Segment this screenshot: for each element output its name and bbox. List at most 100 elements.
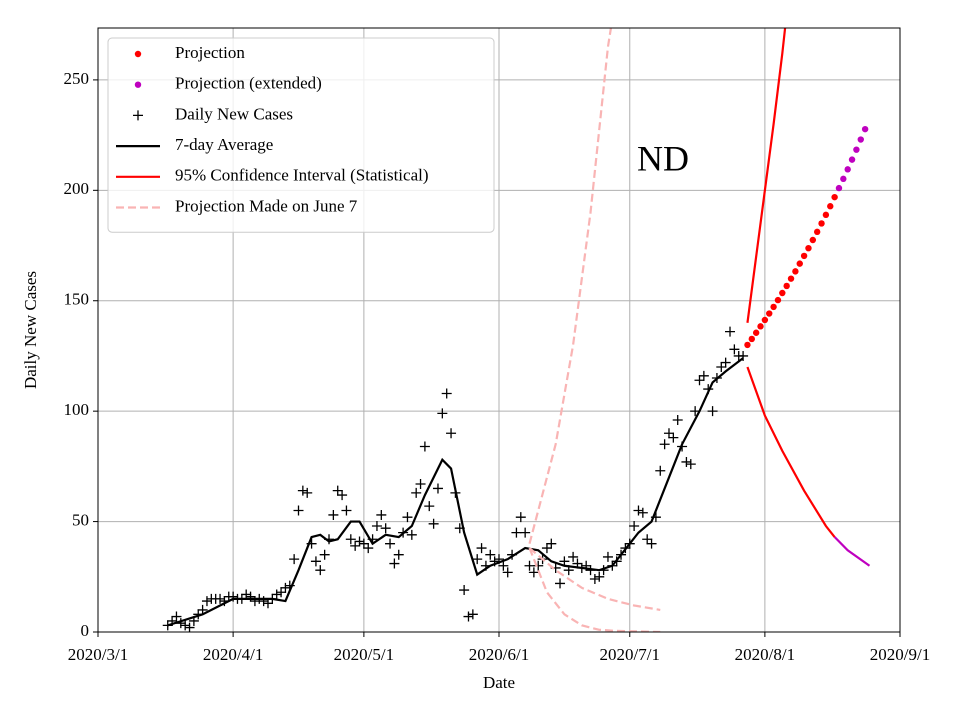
case-marker (681, 456, 692, 467)
case-marker (602, 551, 613, 562)
case-marker (498, 560, 509, 571)
case-marker (642, 534, 653, 545)
case-marker (646, 538, 657, 549)
projection-point (809, 236, 817, 244)
case-marker (541, 543, 552, 554)
case-marker (332, 485, 343, 496)
legend-swatch (134, 81, 142, 88)
projection-point (792, 268, 799, 275)
projection-point (853, 146, 860, 153)
case-marker (389, 558, 400, 569)
case-marker (276, 587, 287, 598)
case-marker (171, 611, 182, 622)
projection-point (787, 275, 795, 282)
case-marker (720, 357, 731, 368)
case-marker (328, 509, 339, 520)
projection-point (796, 260, 803, 267)
case-marker (633, 505, 644, 516)
case-marker (201, 596, 212, 607)
case-marker (568, 551, 579, 562)
projection-point (844, 166, 851, 173)
case-marker (380, 523, 391, 534)
case-marker (533, 560, 544, 571)
series-line (833, 536, 871, 567)
case-marker (446, 428, 457, 439)
x-tick-label: 2020/3/1 (68, 645, 128, 664)
case-marker (428, 518, 439, 529)
case-marker (524, 560, 535, 571)
case-marker (659, 439, 670, 450)
case-marker (485, 549, 496, 560)
projection-point (779, 289, 786, 297)
case-marker (520, 527, 531, 538)
case-marker (546, 538, 557, 549)
case-marker (502, 567, 513, 578)
legend-swatch (134, 50, 142, 58)
legend-label: 95% Confidence Interval (Statistical) (175, 166, 429, 185)
case-marker (184, 622, 195, 632)
case-marker (463, 611, 474, 622)
x-tick-label: 2020/5/1 (334, 645, 394, 664)
case-marker (271, 589, 282, 600)
x-tick-label: 2020/4/1 (203, 645, 263, 664)
legend-label: Projection (175, 43, 245, 62)
case-marker (698, 370, 709, 381)
x-tick-label: 2020/9/1 (870, 645, 930, 664)
case-marker (302, 487, 313, 498)
case-marker (415, 479, 426, 490)
y-tick-label: 0 (81, 621, 90, 640)
case-marker (215, 593, 226, 604)
case-marker (341, 505, 352, 516)
legend-label: Daily New Cases (175, 104, 293, 123)
projection-point (752, 329, 760, 336)
case-marker (637, 507, 648, 518)
case-marker (354, 536, 365, 547)
case-marker (293, 505, 304, 516)
projection-point (822, 211, 830, 219)
legend-label: Projection Made on June 7 (175, 196, 358, 215)
projection-point (757, 323, 764, 330)
series-line (746, 28, 787, 323)
legend-label: Projection (extended) (175, 74, 322, 93)
case-marker (358, 538, 369, 549)
case-marker (672, 414, 683, 425)
x-tick-label: 2020/6/1 (469, 645, 529, 664)
annotation: ND (637, 138, 689, 178)
case-marker (319, 549, 330, 560)
case-marker (310, 556, 321, 567)
series-line (528, 547, 661, 612)
projection-point (774, 296, 782, 304)
projection-point (800, 252, 808, 260)
legend-swatch (133, 110, 143, 121)
series-line (528, 547, 661, 632)
case-marker (376, 509, 387, 520)
case-marker (467, 609, 478, 620)
case-marker (725, 326, 736, 337)
y-tick-label: 200 (64, 179, 90, 198)
projection-point (766, 310, 773, 317)
case-marker (393, 549, 404, 560)
case-marker (371, 520, 382, 531)
case-marker (716, 361, 727, 372)
case-marker (337, 490, 348, 501)
case-marker (476, 543, 487, 554)
case-marker (385, 538, 396, 549)
projection-point (783, 282, 790, 290)
projection-point (770, 303, 777, 311)
case-marker (258, 596, 269, 607)
case-marker (289, 554, 300, 565)
case-marker (406, 529, 417, 540)
case-marker (402, 512, 413, 523)
y-tick-label: 150 (64, 290, 90, 309)
case-marker (424, 501, 435, 512)
case-marker (245, 591, 256, 602)
case-marker (655, 465, 666, 476)
x-tick-label: 2020/7/1 (600, 645, 660, 664)
legend-box (107, 37, 495, 233)
y-tick-label: 250 (64, 69, 90, 88)
case-marker (432, 483, 443, 494)
case-marker (555, 578, 566, 589)
projection-point (835, 184, 843, 192)
projection-point (831, 193, 838, 201)
